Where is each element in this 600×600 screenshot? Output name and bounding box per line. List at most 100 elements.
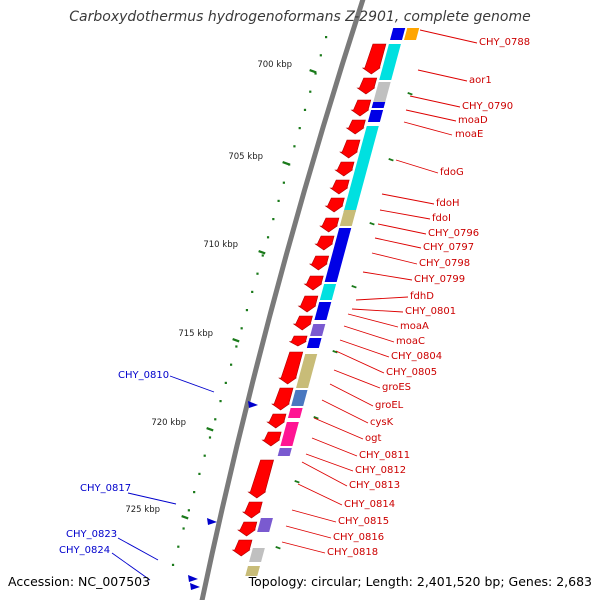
gene-label-chy-0801[interactable]: CHY_0801 bbox=[405, 306, 457, 317]
major-tick-1 bbox=[282, 161, 290, 166]
minor-tick-0 bbox=[407, 92, 413, 96]
feature-box-16 bbox=[280, 422, 299, 446]
cds-arrow-8 bbox=[319, 217, 340, 233]
gene-label-chy-0824[interactable]: CHY_0824 bbox=[59, 545, 111, 556]
gene-label-chy-0796[interactable]: CHY_0796 bbox=[428, 228, 480, 239]
minor-tick-7 bbox=[275, 545, 281, 550]
cds-arrow-9 bbox=[314, 235, 335, 251]
gene-label-chy-0813[interactable]: CHY_0813 bbox=[349, 480, 401, 491]
cds-arrow-3 bbox=[345, 119, 366, 135]
cds-arrow-20 bbox=[241, 501, 263, 519]
cds-arrow-4 bbox=[339, 139, 361, 159]
feature-box-12 bbox=[306, 338, 322, 348]
cds-arrow-21 bbox=[237, 521, 258, 537]
major-tick-4 bbox=[206, 426, 214, 432]
gene-label-chy-0798[interactable]: CHY_0798 bbox=[419, 258, 471, 269]
minor-tick-1 bbox=[388, 158, 394, 162]
scale-dot-14 bbox=[251, 290, 254, 293]
gene-label-chy-0804[interactable]: CHY_0804 bbox=[391, 351, 443, 362]
map-title: Carboxydothermus hydrogenoformans Z-2901… bbox=[69, 9, 531, 25]
gene-label-chy-0797[interactable]: CHY_0797 bbox=[423, 242, 475, 253]
major-tick-0 bbox=[309, 69, 317, 74]
major-tick-3 bbox=[232, 338, 240, 343]
leader-line-16 bbox=[339, 339, 390, 358]
tick-label-710: 710 kbp bbox=[203, 240, 238, 250]
feature-box-7 bbox=[339, 210, 357, 226]
gene-label-moae[interactable]: moaE bbox=[455, 129, 484, 140]
leader-line-17 bbox=[335, 350, 385, 374]
cds-arrow-17 bbox=[266, 413, 287, 429]
leader-line-24 bbox=[301, 461, 348, 487]
cds-arrow-0 bbox=[361, 43, 387, 75]
scale-dot-17 bbox=[235, 345, 238, 348]
gene-label-chy-0812[interactable]: CHY_0812 bbox=[355, 465, 407, 476]
gene-label-chy-0815[interactable]: CHY_0815 bbox=[338, 516, 390, 527]
scale-dot-12 bbox=[261, 254, 264, 257]
leader-line-left-0 bbox=[169, 375, 215, 393]
feature-box-17 bbox=[277, 448, 292, 456]
leader-line-20 bbox=[321, 399, 369, 424]
gene-label-fdog[interactable]: fdoG bbox=[440, 167, 464, 178]
scale-dot-11 bbox=[266, 236, 270, 239]
gene-label-chy-0790[interactable]: CHY_0790 bbox=[462, 101, 514, 112]
leader-line-11 bbox=[362, 271, 413, 281]
gene-label-groes[interactable]: groES bbox=[382, 382, 412, 393]
scale-dot-5 bbox=[298, 127, 301, 130]
gene-label-chy-0811[interactable]: CHY_0811 bbox=[359, 450, 411, 461]
gene-label-chy-0810[interactable]: CHY_0810 bbox=[118, 370, 170, 381]
leader-line-22 bbox=[311, 437, 358, 457]
gene-label-moaa[interactable]: moaA bbox=[400, 321, 429, 332]
gene-label-chy-0816[interactable]: CHY_0816 bbox=[333, 532, 385, 543]
cds-arrow-10 bbox=[308, 255, 330, 271]
leader-line-10 bbox=[371, 252, 418, 265]
feature-box-14 bbox=[291, 390, 308, 406]
genome-backbone bbox=[199, 0, 366, 600]
cds-arrow-7 bbox=[324, 197, 345, 213]
gene-label-groel[interactable]: groEL bbox=[375, 400, 404, 411]
gene-label-chy-0788[interactable]: CHY_0788 bbox=[479, 37, 531, 48]
gene-label-chy-0805[interactable]: CHY_0805 bbox=[386, 367, 438, 378]
scale-dot-27 bbox=[182, 527, 185, 530]
cds-arrow-13 bbox=[292, 315, 313, 331]
feature-box-4 bbox=[371, 102, 386, 108]
gene-label-cysk[interactable]: cysK bbox=[370, 417, 394, 428]
gene-label-ogt[interactable]: ogt bbox=[365, 433, 382, 444]
leader-line-left-3 bbox=[111, 552, 151, 581]
leader-line-12 bbox=[355, 296, 409, 301]
gene-label-moad[interactable]: moaD bbox=[458, 115, 488, 126]
gene-label-fdoi[interactable]: fdoI bbox=[432, 213, 451, 224]
scale-dot-4 bbox=[303, 108, 307, 111]
gene-label-moac[interactable]: moaC bbox=[396, 336, 425, 347]
scale-dot-2 bbox=[314, 72, 317, 75]
gene-label-aor1[interactable]: aor1 bbox=[469, 75, 492, 86]
scale-dot-3 bbox=[309, 90, 312, 93]
scale-dot-24 bbox=[198, 472, 201, 475]
feature-box-3 bbox=[373, 82, 391, 102]
gene-label-chy-0823[interactable]: CHY_0823 bbox=[66, 529, 118, 540]
scale-dot-1 bbox=[319, 54, 322, 57]
leader-line-7 bbox=[379, 209, 431, 220]
scale-dot-20 bbox=[219, 400, 222, 403]
leader-line-5 bbox=[395, 159, 439, 174]
leader-line-26 bbox=[291, 509, 337, 523]
minor-tick-6 bbox=[294, 480, 300, 484]
gene-label-chy-0818[interactable]: CHY_0818 bbox=[327, 547, 379, 558]
leader-line-9 bbox=[374, 237, 422, 249]
leader-line-15 bbox=[343, 325, 395, 343]
leader-line-27 bbox=[285, 525, 332, 539]
left-strand-arrow-0 bbox=[248, 401, 258, 408]
scale-dot-16 bbox=[240, 327, 243, 330]
gene-label-fdoh[interactable]: fdoH bbox=[436, 198, 460, 209]
gene-label-chy-0799[interactable]: CHY_0799 bbox=[414, 274, 466, 285]
gene-label-fdhd[interactable]: fdhD bbox=[410, 291, 434, 302]
gene-label-chy-0817[interactable]: CHY_0817 bbox=[80, 483, 132, 494]
cds-arrow-1 bbox=[356, 77, 378, 95]
cds-arrow-12 bbox=[297, 295, 319, 313]
leader-line-3 bbox=[405, 109, 457, 122]
minor-tick-5 bbox=[313, 416, 319, 420]
leader-line-4 bbox=[403, 121, 453, 136]
gene-label-chy-0814[interactable]: CHY_0814 bbox=[344, 499, 396, 510]
feature-box-2 bbox=[379, 44, 401, 80]
